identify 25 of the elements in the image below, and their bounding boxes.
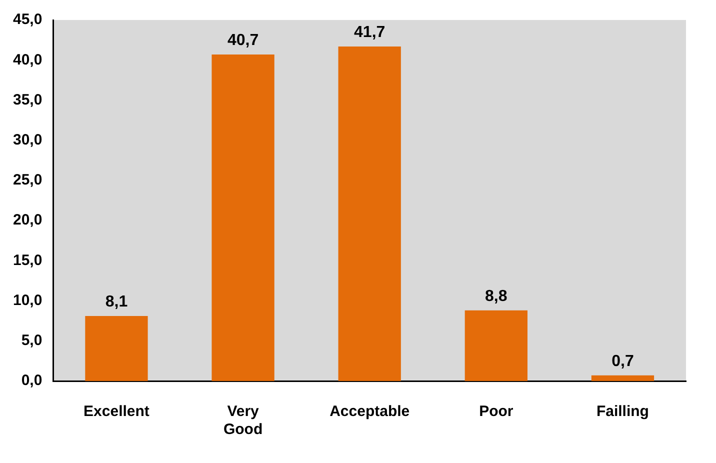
y-tick-label: 20,0 — [12, 212, 42, 229]
y-tick-label: 35,0 — [12, 91, 42, 108]
y-tick-label: 0,0 — [21, 372, 42, 390]
y-tick-label: 5,0 — [21, 332, 42, 350]
x-tick-label: Acceptable — [330, 403, 410, 420]
y-tick-label: 45,0 — [12, 11, 42, 28]
data-label: 41,7 — [354, 24, 386, 41]
data-label: 8,1 — [105, 293, 128, 310]
bar — [212, 54, 274, 381]
bar — [591, 375, 654, 381]
data-label: 40,7 — [227, 32, 259, 49]
bar — [338, 46, 401, 381]
x-tick-label: Very Good — [223, 403, 263, 438]
x-tick-label: Excellent — [84, 403, 150, 420]
bar — [85, 316, 148, 381]
bar — [464, 310, 528, 381]
x-tick-label: Failling — [596, 403, 649, 420]
y-tick-label: 40,0 — [12, 51, 42, 68]
y-tick-label: 25,0 — [12, 172, 42, 189]
y-tick-label: 15,0 — [12, 252, 42, 269]
y-tick-label: 10,0 — [12, 292, 42, 309]
data-label: 0,7 — [612, 352, 634, 370]
data-label: 8,8 — [485, 288, 508, 305]
x-tick-label: Poor — [479, 403, 514, 420]
y-tick-label: 30,0 — [12, 131, 42, 148]
